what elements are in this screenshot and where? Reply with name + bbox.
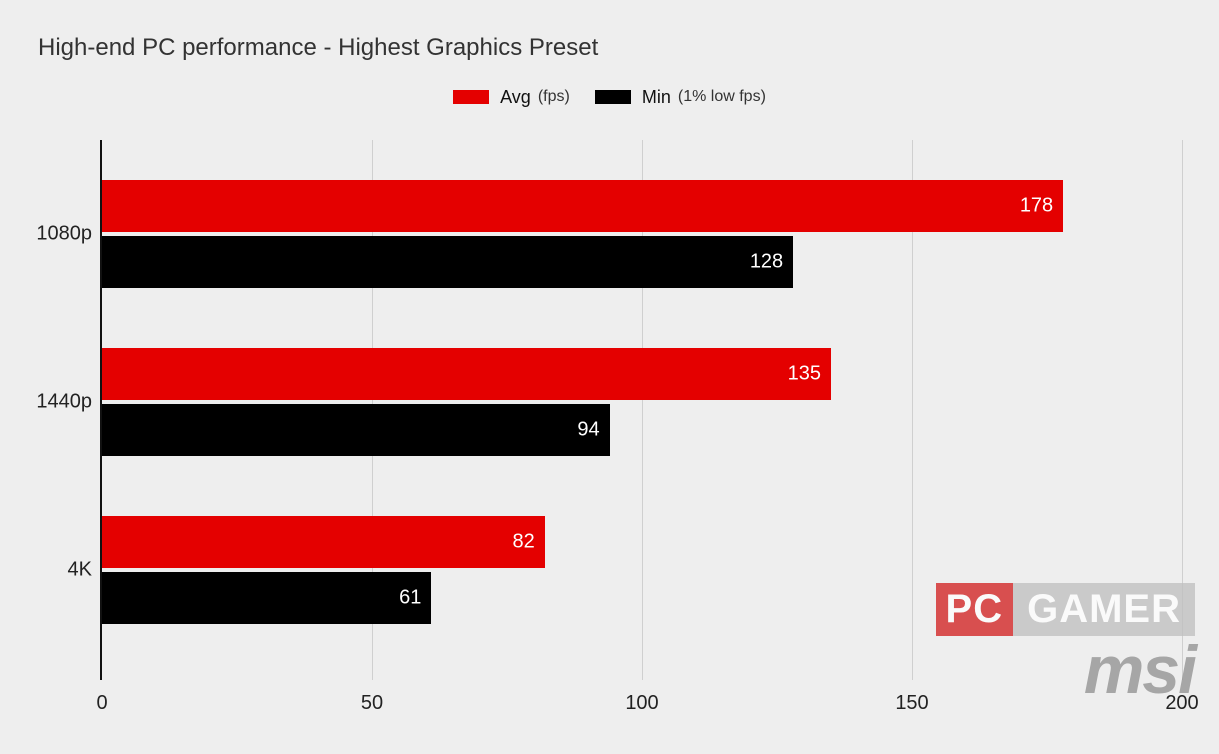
watermark-pcgamer: PCGAMER [936, 583, 1195, 636]
legend: Avg (fps) Min (1% low fps) [0, 86, 1219, 108]
watermark-pcgamer-pc: PC [936, 583, 1014, 636]
watermark-msi: msi [1084, 636, 1195, 704]
bar-1080p-min: 128 [102, 236, 793, 288]
bar-value-1080p-min: 128 [750, 251, 783, 274]
category-label-1440p: 1440p [2, 391, 92, 414]
watermark-msi-text: msi [1084, 632, 1195, 708]
xtick-150: 150 [895, 692, 928, 715]
bar-1440p-min: 94 [102, 404, 610, 456]
xtick-100: 100 [625, 692, 658, 715]
chart-title: High-end PC performance - Highest Graphi… [38, 34, 598, 62]
legend-item-avg: Avg (fps) [453, 86, 570, 108]
bar-value-1440p-min: 94 [577, 419, 599, 442]
bar-4k-avg: 82 [102, 516, 545, 568]
legend-swatch-avg [453, 90, 489, 104]
category-label-4k: 4K [2, 559, 92, 582]
bar-value-4k-avg: 82 [513, 531, 535, 554]
bar-4k-min: 61 [102, 572, 431, 624]
xtick-50: 50 [361, 692, 383, 715]
legend-item-min: Min (1% low fps) [595, 86, 766, 108]
legend-swatch-min [595, 90, 631, 104]
legend-unit-min: (1% low fps) [678, 88, 766, 105]
bar-1080p-avg: 178 [102, 180, 1063, 232]
legend-label-avg: Avg [500, 87, 531, 107]
xtick-0: 0 [96, 692, 107, 715]
category-label-1080p: 1080p [2, 223, 92, 246]
bar-value-4k-min: 61 [399, 587, 421, 610]
bar-value-1440p-avg: 135 [788, 363, 821, 386]
legend-unit-avg: (fps) [538, 88, 570, 105]
bar-value-1080p-avg: 178 [1020, 195, 1053, 218]
legend-label-min: Min [642, 87, 671, 107]
watermark-pcgamer-gamer: GAMER [1013, 583, 1195, 636]
bar-1440p-avg: 135 [102, 348, 831, 400]
